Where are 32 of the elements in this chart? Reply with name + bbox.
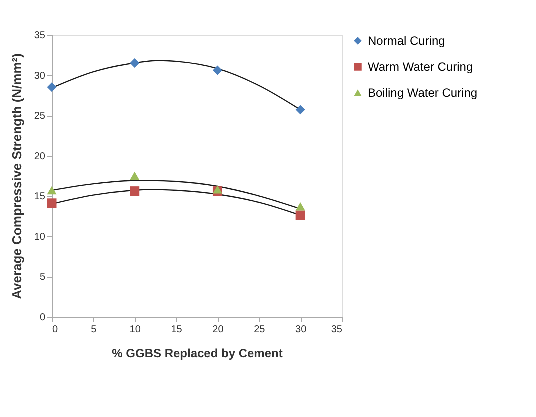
y-tick-label: 0 — [40, 312, 46, 324]
point — [47, 198, 57, 208]
y-tick-label: 35 — [34, 30, 46, 42]
point — [47, 186, 57, 195]
x-tick-label: 0 — [52, 324, 58, 336]
point — [130, 172, 140, 180]
y-tick-label: 20 — [34, 151, 46, 162]
point — [47, 82, 57, 92]
y-axis-title: Average Compressive Strength (N/mm²) — [9, 54, 24, 300]
point — [296, 105, 306, 115]
point — [212, 186, 222, 194]
y-tick-label: 30 — [34, 70, 46, 82]
y-tick-label: 15 — [34, 192, 46, 203]
x-tick-label: 10 — [130, 324, 142, 336]
y-tick-label: 25 — [34, 111, 46, 122]
point — [296, 202, 306, 211]
x-tick-label: 25 — [254, 324, 266, 336]
point — [212, 66, 222, 76]
legend-label: Warm Water Curing — [368, 60, 474, 74]
legend-label: Boiling Water Curing — [368, 86, 478, 100]
y-tick-label: 10 — [34, 232, 46, 243]
x-tick-label: 15 — [171, 324, 183, 336]
point — [296, 210, 306, 220]
x-tick-label: 20 — [212, 324, 224, 336]
x-tick-label: 30 — [296, 324, 308, 336]
legend-label: Normal Curing — [368, 34, 446, 48]
x-axis-title: % GGBS Replaced by Cement — [112, 346, 283, 360]
point — [130, 58, 140, 68]
x-tick-label: 5 — [91, 324, 98, 336]
x-tick-label: 35 — [331, 324, 343, 336]
y-tick-label: 5 — [40, 272, 46, 284]
point — [130, 186, 140, 196]
